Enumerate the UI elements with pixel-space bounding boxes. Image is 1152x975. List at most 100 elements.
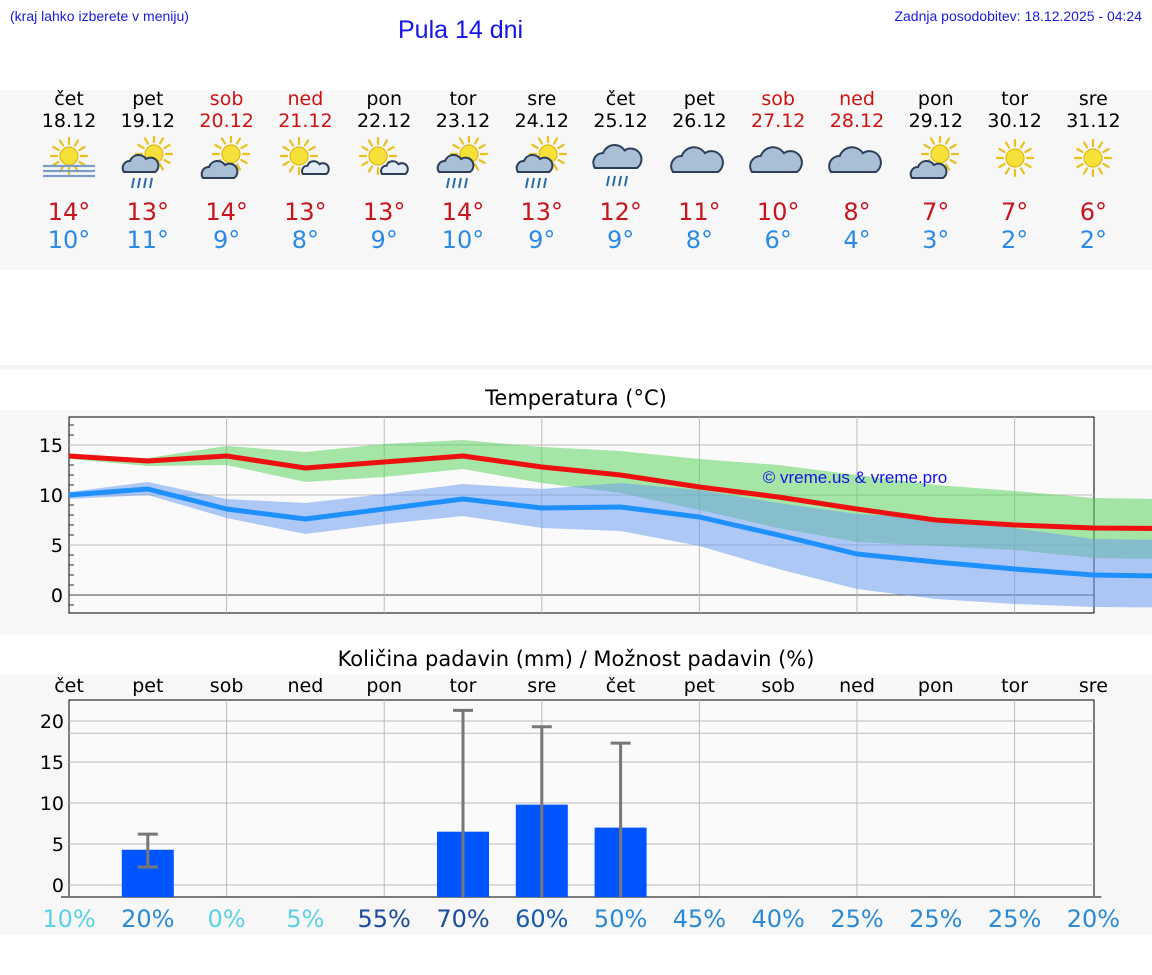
sun-ray [452,143,460,150]
sun-ray [997,147,1006,154]
rain-drop [536,177,541,189]
sun-ray [949,143,957,150]
sun-ray [1023,147,1032,154]
cloud-shape [121,154,160,173]
sun-ray [52,160,60,167]
sun-ray [552,163,558,171]
forecast-day: sre 24.12 [502,88,582,132]
sun-ray [282,160,291,167]
sun-ray [289,139,295,147]
x-category-label: pet [132,675,163,697]
day-date: 25.12 [593,110,648,132]
sun-ray [478,158,486,165]
sun-disc [1083,148,1103,168]
sun-ray [478,143,486,150]
day-date: 24.12 [514,110,569,132]
day-date: 29.12 [908,110,963,132]
divider [0,365,1152,370]
sun-ray [213,143,222,150]
sun-disc [220,144,241,164]
temp-max: 13° [362,198,406,226]
cloudy-icon [828,146,882,173]
rain-drop [464,177,468,189]
day-name: pet [132,88,164,110]
forecast-day: pet 26.12 [659,88,739,132]
temperature-chart: 0 5 10 15 © vreme.us & vreme.pro [39,416,1152,614]
sun-ray [1102,147,1111,154]
day-date: 28.12 [829,110,885,132]
cloud-shape [515,154,554,173]
precipitation-chart-title: Količina padavin (mm) / Možnost padavin … [337,647,815,671]
temp-min: 8° [291,226,320,254]
sun-ray [58,139,65,147]
rain-drop [446,177,450,189]
partly-cloudy-icon [200,136,250,179]
sun-ray [78,145,86,152]
sun-icon [1074,138,1113,178]
day-name: pon [366,88,403,110]
sun-ray [1083,141,1089,149]
x-category-label: sob [210,675,244,697]
location-hint: (kraj lahko izberete v meniju) [10,8,189,24]
sun-ray [944,137,950,145]
sun-ray [282,145,291,152]
cloud-shape [301,160,331,175]
temp-max: 13° [126,198,170,226]
cloud-rain-icon [591,144,643,187]
sun-ray [383,139,389,147]
x-category-label: čet [54,675,84,697]
cloud-shape [670,146,725,173]
forecast-day: tor 23.12 [423,88,503,132]
day-name: sre [1078,88,1108,110]
precip-probability: 5% [286,905,324,933]
sun-ray [557,143,565,150]
cloud-shape [436,154,475,173]
y-tick-label: 15 [39,435,63,457]
sun-ray [368,165,374,173]
day-name: tor [449,88,477,110]
sun-ray [537,137,543,145]
sun-ray [1004,141,1010,149]
forecast-day: pet 19.12 [108,88,188,132]
rain-drop [530,177,535,189]
sun-ray [220,137,226,145]
rain-drop [611,175,616,187]
sun-shape [359,136,398,176]
temp-min: 9° [528,226,556,254]
sun-ray [458,137,465,145]
x-category-label: sre [1079,675,1108,697]
temp-max: 7° [1000,198,1029,226]
mostly-sunny-icon [280,136,331,176]
forecast-day: čet 25.12 [581,88,661,132]
temp-min: 2° [1079,226,1108,254]
sun-ray [944,163,950,171]
sun-rain-icon [121,136,173,189]
last-update: Zadnja posodobitev: 18.12.2025 - 04:24 [894,8,1142,24]
page-title: Pula 14 dni [398,16,524,44]
rain-drop [605,175,610,187]
forecast-day: ned 21.12 [265,88,345,132]
temp-max: 13° [520,198,564,226]
temp-min: 8° [685,226,714,254]
day-date: 18.12 [41,110,97,132]
precip-probability: 55% [358,905,411,933]
day-date: 19.12 [120,110,175,132]
sun-rain-icon [436,136,489,189]
sun-ray [158,137,164,145]
precip-probability: 0% [208,905,246,933]
sun-ray [531,143,539,150]
day-name: pet [683,88,715,110]
forecast-day: čet 18.12 [29,88,109,132]
sun-ray [387,145,395,152]
sun-ray [997,162,1006,169]
sun-ray [137,143,145,150]
x-category-label: ned [288,675,324,697]
temp-min: 10° [441,226,485,254]
x-category-label: tor [450,675,477,697]
sun-ray [361,145,369,152]
day-name: sob [209,88,244,110]
temp-max: 6° [1079,198,1108,226]
precip-probability: 10% [42,905,95,933]
day-name: čet [605,88,636,110]
sun-ray [929,137,935,145]
